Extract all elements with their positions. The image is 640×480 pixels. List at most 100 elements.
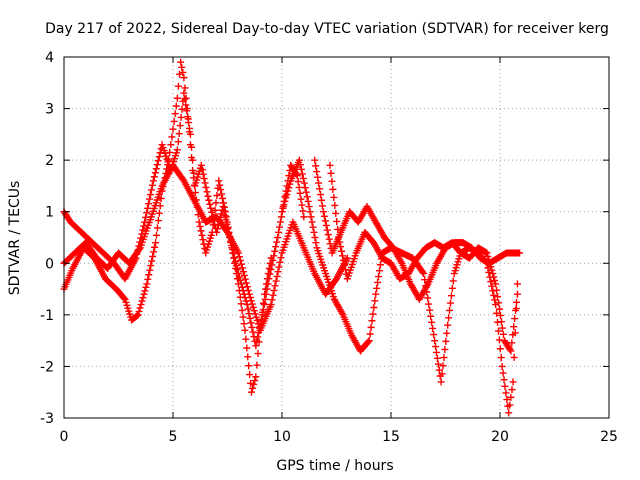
data-point: [277, 254, 285, 262]
data-point: [198, 231, 206, 239]
data-point: [295, 156, 303, 164]
data-point: [150, 248, 158, 256]
x-tick-label: 25: [600, 429, 618, 445]
data-point: [324, 231, 332, 239]
data-point: [155, 209, 163, 217]
data-point: [186, 130, 194, 138]
data-point: [138, 297, 146, 305]
data-point: [207, 204, 215, 212]
data-point: [489, 270, 497, 278]
series-arc-f: [326, 161, 521, 355]
data-point: [170, 117, 178, 125]
data-point: [146, 266, 154, 274]
data-point: [174, 138, 182, 146]
chart-title: Day 217 of 2022, Sidereal Day-to-day VTE…: [45, 21, 609, 37]
data-point: [330, 193, 338, 201]
data-point: [443, 329, 451, 337]
data-point: [148, 257, 156, 265]
data-point: [339, 252, 347, 260]
data-point: [273, 272, 281, 280]
data-point: [274, 234, 282, 241]
data-point: [274, 268, 282, 276]
x-tick-label: 5: [169, 429, 178, 445]
data-point: [490, 273, 498, 281]
data-point: [280, 201, 288, 209]
data-point: [139, 226, 147, 234]
data-point: [245, 362, 253, 370]
data-point: [214, 225, 222, 233]
data-point: [431, 337, 439, 345]
data-point: [185, 119, 193, 127]
data-point: [447, 292, 455, 300]
data-point: [173, 94, 181, 102]
data-point: [241, 326, 249, 334]
data-point: [237, 260, 245, 268]
data-point: [146, 195, 154, 203]
data-point: [296, 189, 304, 197]
data-point: [432, 343, 440, 351]
data-point: [492, 280, 500, 288]
data-point: [424, 294, 432, 302]
x-tick-label: 15: [382, 429, 400, 445]
data-point: [512, 306, 520, 314]
data-point: [513, 298, 521, 306]
data-point: [153, 161, 161, 169]
data-point: [267, 266, 275, 274]
data-point: [242, 335, 250, 343]
data-point: [265, 275, 273, 283]
data-point: [240, 320, 248, 328]
data-point: [251, 310, 259, 318]
y-tick-label: 2: [45, 153, 54, 169]
data-point: [315, 179, 323, 187]
data-point: [311, 234, 319, 241]
data-point: [195, 218, 203, 226]
plot-frame: [63, 56, 610, 419]
data-point: [493, 309, 501, 317]
data-point: [298, 201, 306, 209]
data-point: [493, 286, 501, 294]
data-point: [440, 354, 448, 362]
data-point: [275, 228, 283, 236]
data-point: [196, 222, 204, 230]
data-point: [213, 192, 221, 200]
data-point: [181, 95, 189, 103]
data-point: [435, 366, 443, 374]
data-point: [336, 238, 344, 246]
data-point: [285, 184, 293, 192]
data-point: [314, 173, 322, 181]
data-point: [426, 306, 434, 314]
data-point: [252, 342, 260, 350]
data-point: [507, 347, 515, 355]
data-point: [340, 261, 348, 269]
data-point: [299, 207, 307, 215]
data-point: [239, 268, 247, 276]
data-point: [297, 195, 305, 203]
data-point: [500, 376, 508, 384]
data-point: [140, 222, 148, 230]
data-point: [497, 318, 505, 326]
data-point: [149, 252, 157, 260]
data-point: [319, 208, 327, 216]
data-point: [180, 89, 188, 97]
data-point: [139, 294, 147, 302]
data-point: [494, 327, 502, 335]
data-point: [375, 267, 383, 275]
data-point: [253, 361, 261, 369]
data-point: [279, 204, 287, 212]
data-point: [169, 125, 177, 133]
data-point: [507, 393, 515, 401]
data-point: [204, 192, 212, 200]
data-point: [508, 386, 516, 394]
data-point: [147, 262, 155, 270]
data-point: [441, 345, 449, 353]
data-point: [328, 177, 336, 185]
data-point: [166, 148, 174, 156]
data-point: [217, 186, 225, 194]
data-point: [206, 200, 214, 208]
data-point: [155, 153, 163, 161]
data-point: [253, 316, 261, 324]
data-point: [369, 310, 377, 318]
data-point: [239, 313, 247, 321]
data-point: [326, 161, 334, 169]
data-point: [219, 194, 227, 202]
